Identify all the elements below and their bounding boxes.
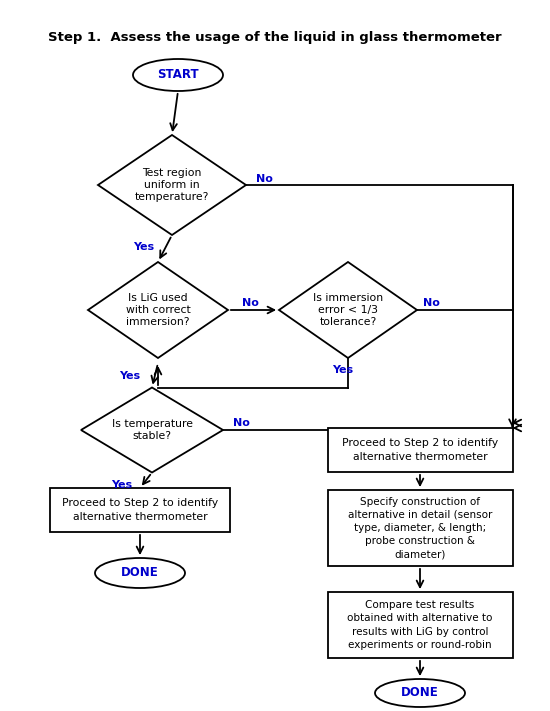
FancyBboxPatch shape [327, 592, 513, 658]
Polygon shape [279, 262, 417, 358]
Ellipse shape [133, 59, 223, 91]
FancyBboxPatch shape [327, 490, 513, 566]
Text: Compare test results
obtained with alternative to
results with LiG by control
ex: Compare test results obtained with alter… [347, 600, 493, 650]
Polygon shape [88, 262, 228, 358]
Text: DONE: DONE [401, 687, 439, 700]
Text: No: No [256, 174, 272, 184]
Text: Is immersion
error < 1/3
tolerance?: Is immersion error < 1/3 tolerance? [313, 293, 383, 327]
Text: DONE: DONE [121, 567, 159, 579]
Text: Proceed to Step 2 to identify
alternative thermometer: Proceed to Step 2 to identify alternativ… [342, 439, 498, 461]
Text: No: No [233, 418, 250, 428]
Ellipse shape [95, 558, 185, 588]
Text: START: START [157, 68, 199, 82]
Text: Proceed to Step 2 to identify
alternative thermometer: Proceed to Step 2 to identify alternativ… [62, 498, 218, 522]
Text: Specify construction of
alternative in detail (sensor
type, diameter, & length;
: Specify construction of alternative in d… [348, 496, 492, 560]
Text: No: No [241, 298, 258, 308]
Text: Yes: Yes [134, 242, 155, 252]
Text: Test region
uniform in
temperature?: Test region uniform in temperature? [135, 168, 209, 203]
Text: Yes: Yes [119, 371, 141, 381]
FancyBboxPatch shape [50, 488, 230, 532]
Polygon shape [98, 135, 246, 235]
Text: Is temperature
stable?: Is temperature stable? [112, 419, 192, 442]
Polygon shape [81, 387, 223, 473]
Ellipse shape [375, 679, 465, 707]
Text: Yes: Yes [332, 365, 354, 375]
Text: Step 1.  Assess the usage of the liquid in glass thermometer: Step 1. Assess the usage of the liquid i… [48, 31, 502, 45]
Text: Yes: Yes [112, 479, 133, 489]
Text: Is LiG used
with correct
immersion?: Is LiG used with correct immersion? [125, 293, 190, 327]
Text: No: No [422, 298, 439, 308]
FancyBboxPatch shape [327, 428, 513, 472]
